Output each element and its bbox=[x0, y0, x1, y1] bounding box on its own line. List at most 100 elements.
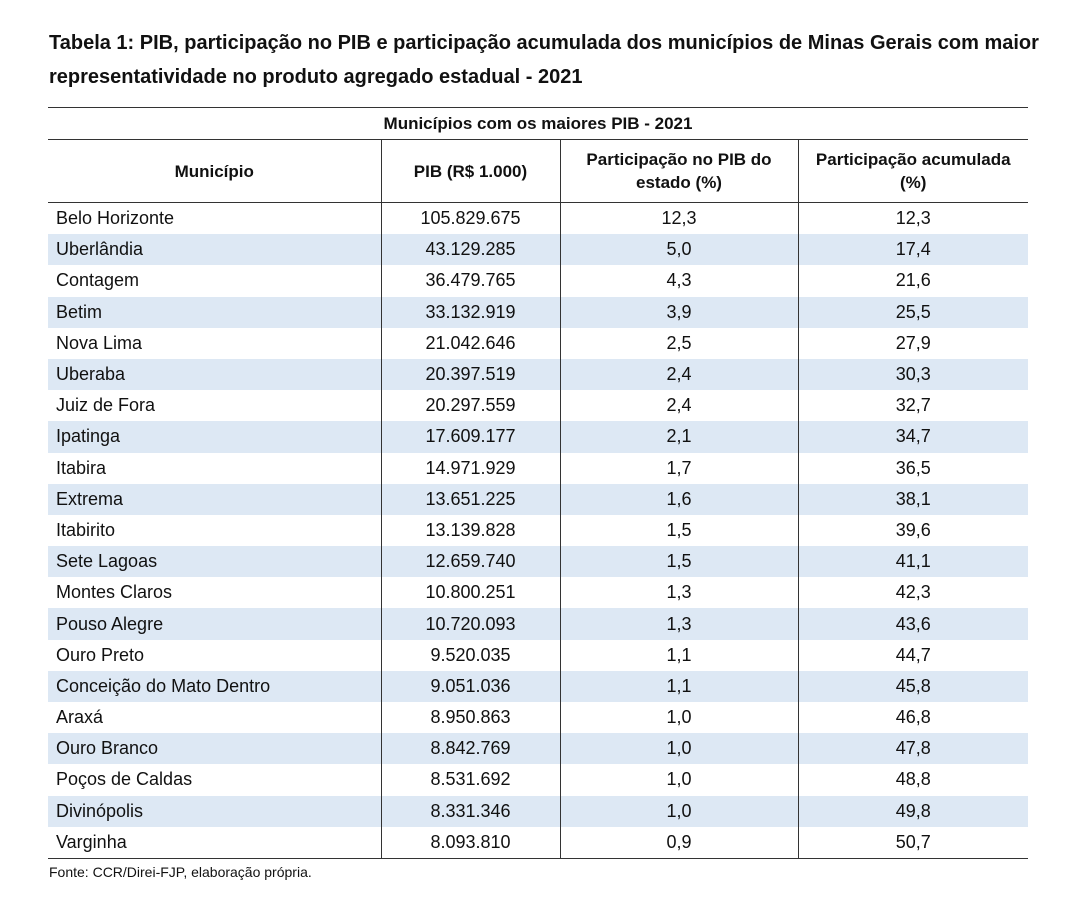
cell-participacao: 1,6 bbox=[559, 483, 798, 515]
table-row: Itabira 14.971.929 1,7 36,5 bbox=[48, 452, 1028, 484]
cell-participacao-acumulada: 34,7 bbox=[797, 421, 1028, 453]
column-header-pib: PIB (R$ 1.000) bbox=[380, 139, 560, 203]
cell-participacao: 1,7 bbox=[559, 452, 798, 484]
cell-pib: 14.971.929 bbox=[380, 452, 560, 484]
cell-municipio: Extrema bbox=[48, 483, 381, 515]
cell-municipio: Itabirito bbox=[56, 519, 116, 540]
cell-participacao-acumulada: 49,8 bbox=[797, 795, 1028, 827]
cell-pib: 8.950.863 bbox=[380, 702, 560, 734]
cell-participacao: 1,0 bbox=[559, 764, 798, 796]
table-row: Contagem 36.479.765 4,3 21,6 bbox=[48, 265, 1028, 297]
cell-pib: 13.139.828 bbox=[380, 514, 560, 547]
cell-participacao: 1,0 bbox=[559, 702, 798, 734]
cell-participacao: 1,3 bbox=[559, 608, 798, 640]
table-row: Ouro Branco 8.842.769 1,0 47,8 bbox=[48, 733, 1028, 765]
cell-participacao-acumulada: 21,6 bbox=[797, 265, 1028, 297]
cell-participacao-acumulada: 36,5 bbox=[797, 452, 1028, 484]
cell-municipio: Uberlândia bbox=[48, 234, 381, 266]
table-row: Itabirito 13.139.828 1,5 39,6 bbox=[48, 514, 1028, 547]
cell-municipio: Ouro Preto bbox=[56, 644, 145, 665]
cell-participacao-acumulada: 17,4 bbox=[797, 234, 1028, 266]
cell-participacao-acumulada: 12,3 bbox=[797, 202, 1028, 235]
table-row: Montes Claros 10.800.251 1,3 42,3 bbox=[48, 577, 1028, 609]
table-row: Extrema 13.651.225 1,6 38,1 bbox=[48, 483, 1028, 515]
cell-pib: 17.609.177 bbox=[380, 421, 560, 453]
cell-municipio: Sete Lagoas bbox=[48, 546, 381, 578]
table-row: Ipatinga 17.609.177 2,1 34,7 bbox=[48, 421, 1028, 453]
cell-pib: 43.129.285 bbox=[380, 234, 560, 266]
cell-participacao: 1,3 bbox=[559, 577, 798, 609]
cell-participacao-acumulada: 44,7 bbox=[797, 639, 1028, 671]
cell-participacao-acumulada: 46,8 bbox=[797, 702, 1028, 734]
cell-pib: 8.531.692 bbox=[380, 764, 560, 796]
table-row: Pouso Alegre 10.720.093 1,3 43,6 bbox=[48, 608, 1028, 640]
cell-municipio: Ouro Branco bbox=[48, 733, 381, 765]
table-row: Betim 33.132.919 3,9 25,5 bbox=[48, 296, 1028, 328]
cell-pib: 8.093.810 bbox=[380, 826, 560, 859]
cell-participacao: 1,0 bbox=[559, 795, 798, 827]
cell-participacao-acumulada: 32,7 bbox=[797, 390, 1028, 422]
table-row: Divinópolis 8.331.346 1,0 49,8 bbox=[48, 795, 1028, 827]
table-container: Municípios com os maiores PIB - 2021 Mun… bbox=[48, 107, 1028, 859]
cell-pib: 20.397.519 bbox=[380, 358, 560, 391]
cell-participacao: 1,1 bbox=[559, 670, 798, 702]
cell-pib: 12.659.740 bbox=[380, 546, 560, 578]
cell-participacao: 4,3 bbox=[559, 265, 798, 297]
cell-participacao: 12,3 bbox=[559, 202, 798, 235]
cell-participacao-acumulada: 30,3 bbox=[797, 358, 1028, 391]
cell-participacao: 2,4 bbox=[559, 358, 798, 391]
cell-pib: 105.829.675 bbox=[380, 202, 560, 235]
cell-municipio: Araxá bbox=[56, 707, 104, 728]
cell-municipio: Itabira bbox=[56, 457, 107, 478]
cell-participacao: 5,0 bbox=[559, 234, 798, 266]
cell-participacao-acumulada: 42,3 bbox=[797, 577, 1028, 609]
cell-pib: 10.800.251 bbox=[380, 577, 560, 609]
cell-participacao: 1,0 bbox=[559, 733, 798, 765]
table-row: Sete Lagoas 12.659.740 1,5 41,1 bbox=[48, 546, 1028, 578]
table-row: Ouro Preto 9.520.035 1,1 44,7 bbox=[48, 639, 1028, 671]
cell-municipio: Montes Claros bbox=[56, 582, 173, 603]
cell-participacao-acumulada: 39,6 bbox=[797, 514, 1028, 547]
cell-pib: 33.132.919 bbox=[380, 296, 560, 328]
cell-municipio: Ipatinga bbox=[48, 421, 381, 453]
cell-municipio: Belo Horizonte bbox=[56, 208, 175, 229]
cell-participacao: 2,1 bbox=[559, 421, 798, 453]
table-row: Araxá 8.950.863 1,0 46,8 bbox=[48, 702, 1028, 734]
cell-municipio: Varginha bbox=[48, 826, 381, 859]
cell-pib: 9.051.036 bbox=[380, 670, 560, 702]
cell-participacao: 0,9 bbox=[559, 826, 798, 859]
cell-municipio: Nova Lima bbox=[56, 332, 143, 353]
cell-pib: 8.331.346 bbox=[380, 795, 560, 827]
group-header-row: Municípios com os maiores PIB - 2021 bbox=[48, 107, 1028, 140]
cell-participacao: 1,5 bbox=[559, 546, 798, 578]
cell-participacao-acumulada: 27,9 bbox=[797, 327, 1028, 359]
source-note: Fonte: CCR/Direi-FJP, elaboração própria… bbox=[49, 864, 312, 880]
cell-participacao-acumulada: 25,5 bbox=[797, 296, 1028, 328]
table-title: Tabela 1: PIB, participação no PIB e par… bbox=[49, 32, 1039, 88]
table-row: Poços de Caldas 8.531.692 1,0 48,8 bbox=[48, 764, 1028, 796]
cell-municipio: Juiz de Fora bbox=[56, 395, 156, 416]
cell-pib: 10.720.093 bbox=[380, 608, 560, 640]
cell-participacao-acumulada: 50,7 bbox=[797, 826, 1028, 859]
cell-municipio: Pouso Alegre bbox=[48, 608, 381, 640]
cell-participacao: 1,5 bbox=[559, 514, 798, 547]
cell-participacao: 2,4 bbox=[559, 390, 798, 422]
table-row: Nova Lima 21.042.646 2,5 27,9 bbox=[48, 327, 1028, 359]
cell-municipio: Uberaba bbox=[48, 358, 381, 391]
table-row: Varginha 8.093.810 0,9 50,7 bbox=[48, 826, 1028, 859]
column-header-municipio: Município bbox=[48, 139, 381, 203]
cell-pib: 8.842.769 bbox=[380, 733, 560, 765]
cell-municipio: Divinópolis bbox=[48, 795, 381, 827]
table-row: Uberlândia 43.129.285 5,0 17,4 bbox=[48, 234, 1028, 266]
table-row: Juiz de Fora 20.297.559 2,4 32,7 bbox=[48, 390, 1028, 422]
table-row: Uberaba 20.397.519 2,4 30,3 bbox=[48, 358, 1028, 391]
column-header-participacao-acumulada: Participação acumulada (%) bbox=[797, 139, 1028, 203]
cell-participacao: 2,5 bbox=[559, 327, 798, 359]
cell-municipio: Contagem bbox=[56, 270, 140, 291]
cell-participacao: 3,9 bbox=[559, 296, 798, 328]
cell-municipio: Poços de Caldas bbox=[56, 769, 193, 790]
table-row: Conceição do Mato Dentro 9.051.036 1,1 45,8 bbox=[48, 670, 1028, 702]
cell-pib: 36.479.765 bbox=[380, 265, 560, 297]
cell-pib: 9.520.035 bbox=[380, 639, 560, 671]
